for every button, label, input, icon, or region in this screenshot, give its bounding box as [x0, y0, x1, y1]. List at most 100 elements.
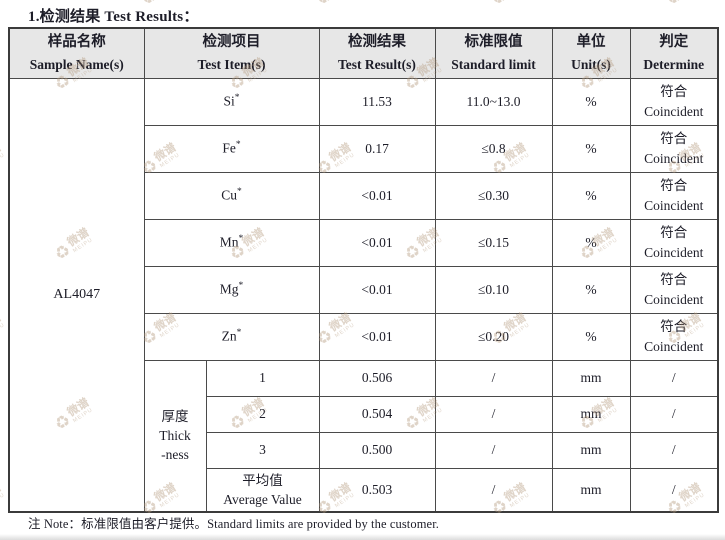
limit-cell: / — [434, 395, 553, 433]
unit-cell: % — [551, 124, 631, 173]
element-symbol: Mg — [219, 281, 239, 297]
determine-cn: 符合 — [660, 224, 688, 240]
test-item-cell: Zn* — [143, 312, 320, 361]
unit-cell: mm — [551, 359, 631, 397]
unit-cell: % — [551, 218, 631, 267]
thickness-label-cell: 厚度 Thick -ness — [143, 359, 207, 513]
determine-cell: 符合 Coincident — [629, 77, 719, 126]
table-row: 平均值 Average Value 0.503 / mm / — [9, 467, 719, 513]
unit-cell: mm — [551, 395, 631, 433]
result-cell: 0.503 — [318, 467, 436, 513]
note-text: 注 Note：标准限值由客户提供。Standard limits are pro… — [28, 517, 440, 531]
header-unit-cn: 单位 — [576, 34, 606, 51]
average-label-cell: 平均值 Average Value — [205, 467, 320, 513]
test-item-cell: Mn* — [143, 218, 320, 267]
header-test-result: 检测结果 Test Result(s) — [318, 27, 436, 79]
header-test-item-en: Test Item(s) — [197, 57, 266, 73]
determine-cell: / — [629, 395, 719, 433]
determine-cn: 符合 — [660, 130, 688, 146]
header-determine-cn: 判定 — [659, 34, 689, 51]
table-row: Zn* <0.01 ≤0.20 % 符合 Coincident — [9, 312, 719, 361]
result-cell: 0.504 — [318, 395, 436, 433]
element-asterisk: * — [235, 140, 241, 151]
header-sample-name-cn: 样品名称 — [47, 34, 106, 51]
result-cell: 11.53 — [318, 77, 436, 126]
header-standard-limit: 标准限值 Standard limit — [434, 27, 553, 79]
watermark-text-en: MEIPU — [0, 321, 7, 340]
header-unit: 单位 Unit(s) — [551, 27, 631, 79]
limit-cell: ≤0.8 — [434, 124, 553, 173]
limit-cell: / — [434, 467, 553, 513]
table-row: AL4047 Si* 11.53 11.0~13.0 % 符合 Coincide… — [8, 77, 719, 513]
watermark-text-cn: 微谱 — [0, 141, 4, 165]
element-asterisk: * — [234, 93, 240, 104]
result-cell: <0.01 — [318, 171, 436, 220]
element-symbol: Cu — [221, 187, 237, 203]
test-results-table: 样品名称 Sample Name(s) 检测项目 Test Item(s) 检测… — [8, 27, 719, 513]
unit-cell: mm — [551, 467, 631, 513]
measure-point-cell: 2 — [205, 395, 320, 433]
element-asterisk: * — [236, 328, 242, 339]
page-bottom-edge — [0, 534, 725, 540]
limit-cell: 11.0~13.0 — [434, 77, 553, 126]
determine-cn: 符合 — [660, 177, 688, 193]
header-standard-limit-cn: 标准限值 — [464, 34, 523, 51]
result-cell: <0.01 — [318, 312, 436, 361]
header-determine: 判定 Determine — [629, 27, 719, 79]
header-determine-en: Determine — [643, 57, 705, 73]
weipu-logo-icon: ♻ — [488, 0, 511, 9]
measure-point-cell: 3 — [205, 431, 320, 469]
test-item-cell: Cu* — [143, 171, 320, 220]
determine-cn: 符合 — [660, 271, 688, 287]
determine-en: Coincident — [644, 103, 704, 119]
section-title: 1.检测结果 Test Results： — [28, 9, 199, 25]
weipu-logo-icon: ♻ — [313, 0, 336, 9]
header-test-item-cn: 检测项目 — [202, 34, 261, 51]
unit-cell: mm — [551, 431, 631, 469]
determine-en: Coincident — [644, 197, 704, 213]
test-item-cell: Mg* — [143, 265, 320, 314]
determine-cell: / — [629, 359, 719, 397]
determine-en: Coincident — [644, 244, 704, 260]
unit-cell: % — [551, 77, 631, 126]
element-asterisk: * — [238, 234, 244, 245]
test-item-cell: Si* — [143, 77, 320, 126]
element-symbol: Fe — [222, 140, 236, 156]
header-test-result-cn: 检测结果 — [348, 34, 406, 51]
result-cell: 0.500 — [318, 431, 436, 469]
limit-cell: ≤0.30 — [434, 171, 553, 220]
element-asterisk: * — [238, 281, 244, 292]
header-test-item: 检测项目 Test Item(s) — [143, 27, 320, 79]
header-standard-limit-en: Standard limit — [451, 57, 536, 73]
determine-en: Coincident — [644, 291, 704, 307]
average-label-cn: 平均值 — [242, 472, 283, 488]
element-symbol: Mn — [219, 234, 239, 250]
table-row: 厚度 Thick -ness 1 0.506 / mm / — [9, 359, 719, 513]
result-cell: <0.01 — [318, 218, 436, 267]
thickness-label-en1: Thick — [159, 428, 191, 444]
limit-cell: ≤0.20 — [434, 312, 553, 361]
determine-en: Coincident — [644, 338, 704, 354]
element-symbol: Zn — [221, 328, 237, 344]
result-cell: 0.17 — [318, 124, 436, 173]
determine-cell: 符合 Coincident — [629, 171, 719, 220]
weipu-logo-icon: ♻ — [663, 0, 686, 9]
element-asterisk: * — [237, 187, 242, 198]
header-sample-name-en: Sample Name(s) — [29, 57, 124, 73]
test-item-cell: Fe* — [143, 124, 320, 173]
result-cell: 0.506 — [318, 359, 436, 397]
limit-cell: / — [434, 431, 553, 469]
limit-cell: ≤0.15 — [434, 218, 553, 267]
determine-cell: / — [629, 431, 719, 469]
thickness-label-cn: 厚度 — [161, 409, 189, 425]
unit-cell: % — [551, 265, 631, 314]
average-label-en: Average Value — [223, 491, 302, 507]
watermark-text-cn: 微谱 — [0, 311, 4, 335]
